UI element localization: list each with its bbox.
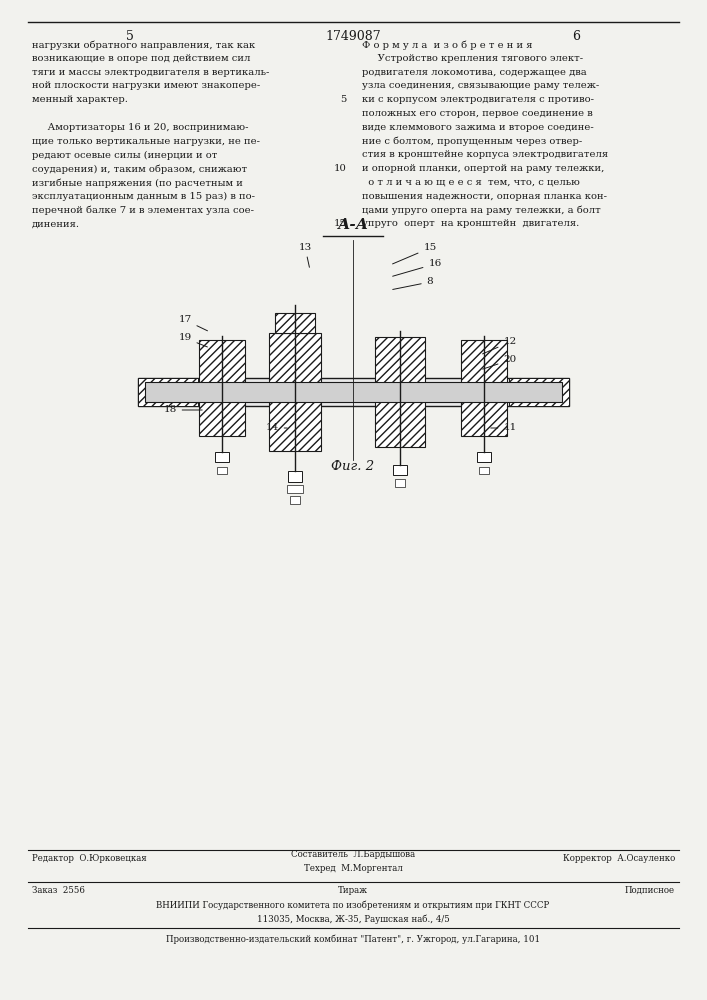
Text: 14: 14 [265,424,287,432]
Bar [393,465,407,475]
Bar [215,452,229,462]
Bar [375,337,425,447]
Bar [288,471,302,482]
Text: тяги и массы электродвигателя в вертикаль-: тяги и массы электродвигателя в вертикал… [32,68,269,77]
Text: Составитель  Л.Бардышова: Составитель Л.Бардышова [291,850,415,859]
Text: Устройство крепления тягового элект-: Устройство крепления тягового элект- [362,54,583,63]
Text: Заказ  2556: Заказ 2556 [32,886,85,895]
Text: щие только вертикальные нагрузки, не пе-: щие только вертикальные нагрузки, не пе- [32,137,260,146]
Text: ние с болтом, пропущенным через отвер-: ние с болтом, пропущенным через отвер- [362,137,583,146]
Bar [479,467,489,474]
Bar [290,496,300,504]
Bar [461,340,507,436]
Bar [269,333,321,451]
Text: 1749087: 1749087 [325,30,381,43]
Bar [199,340,245,436]
Bar [395,479,405,487]
Text: Подписное: Подписное [625,886,675,895]
Text: 10: 10 [334,164,347,173]
Text: ной плоскости нагрузки имеют знакопере-: ной плоскости нагрузки имеют знакопере- [32,81,260,90]
Text: 15: 15 [392,243,437,264]
Text: 13: 13 [298,242,312,267]
Text: 12: 12 [483,338,517,354]
Text: Техред  М.Моргентал: Техред М.Моргентал [303,864,402,873]
Bar [145,382,562,402]
Text: о т л и ч а ю щ е е с я  тем, что, с целью: о т л и ч а ю щ е е с я тем, что, с цель… [362,178,580,187]
Text: 113035, Москва, Ж-35, Раушская наб., 4/5: 113035, Москва, Ж-35, Раушская наб., 4/5 [257,914,450,924]
Text: виде клеммового зажима и второе соедине-: виде клеммового зажима и второе соедине- [362,123,594,132]
Text: 18: 18 [163,406,202,414]
Text: нагрузки обратного направления, так как: нагрузки обратного направления, так как [32,40,255,49]
Text: и опорной планки, опертой на раму тележки,: и опорной планки, опертой на раму тележк… [362,164,604,173]
Text: редают осевые силы (инерции и от: редают осевые силы (инерции и от [32,150,217,160]
Text: динения.: динения. [32,219,80,228]
Text: перечной балке 7 и в элементах узла сое-: перечной балке 7 и в элементах узла сое- [32,206,254,215]
Text: А-А: А-А [337,218,368,232]
Bar [275,313,315,333]
Text: 5: 5 [341,95,347,104]
Text: ки с корпусом электродвигателя с противо-: ки с корпусом электродвигателя с противо… [362,95,594,104]
Text: упруго  оперт  на кронштейн  двигателя.: упруго оперт на кронштейн двигателя. [362,219,579,228]
Text: повышения надежности, опорная планка кон-: повышения надежности, опорная планка кон… [362,192,607,201]
Text: менный характер.: менный характер. [32,95,128,104]
Text: положных его сторон, первое соединение в: положных его сторон, первое соединение в [362,109,592,118]
Text: эксплуатационным данным в 15 раз) в по-: эксплуатационным данным в 15 раз) в по- [32,192,255,201]
Text: 15: 15 [334,219,347,228]
Bar [138,378,198,406]
Bar [217,467,227,474]
Text: изгибные напряжения (по расчетным и: изгибные напряжения (по расчетным и [32,178,243,188]
Text: Производственно-издательский комбинат "Патент", г. Ужгород, ул.Гагарина, 101: Производственно-издательский комбинат "П… [166,934,540,944]
Bar [509,378,569,406]
Text: возникающие в опоре под действием сил: возникающие в опоре под действием сил [32,54,250,63]
Bar [287,485,303,493]
Bar [477,452,491,462]
Text: соударения) и, таким образом, снижают: соударения) и, таким образом, снижают [32,164,247,174]
Text: Тираж: Тираж [338,886,368,895]
Bar [138,378,569,406]
Text: Редактор  О.Юрковецкая: Редактор О.Юрковецкая [32,854,147,863]
Text: 16: 16 [392,259,442,276]
Text: 11: 11 [491,424,517,432]
Text: Корректор  А.Осауленко: Корректор А.Осауленко [563,854,675,863]
Text: 6: 6 [572,30,580,43]
Text: цами упруго оперта на раму тележки, а болт: цами упруго оперта на раму тележки, а бо… [362,206,601,215]
Text: узла соединения, связывающие раму тележ-: узла соединения, связывающие раму тележ- [362,81,600,90]
Text: 19: 19 [178,334,207,347]
Text: Амортизаторы 16 и 20, воспринимаю-: Амортизаторы 16 и 20, воспринимаю- [32,123,248,132]
Text: 17: 17 [178,316,207,331]
Text: 8: 8 [392,277,433,289]
Text: 20: 20 [483,356,517,369]
Text: стия в кронштейне корпуса электродвигателя: стия в кронштейне корпуса электродвигате… [362,150,608,159]
Text: родвигателя локомотива, содержащее два: родвигателя локомотива, содержащее два [362,68,587,77]
Text: Фиг. 2: Фиг. 2 [332,460,375,473]
Text: Ф о р м у л а  и з о б р е т е н и я: Ф о р м у л а и з о б р е т е н и я [362,40,532,49]
Text: 5: 5 [126,30,134,43]
Text: ВНИИПИ Государственного комитета по изобретениям и открытиям при ГКНТ СССР: ВНИИПИ Государственного комитета по изоб… [156,900,549,910]
